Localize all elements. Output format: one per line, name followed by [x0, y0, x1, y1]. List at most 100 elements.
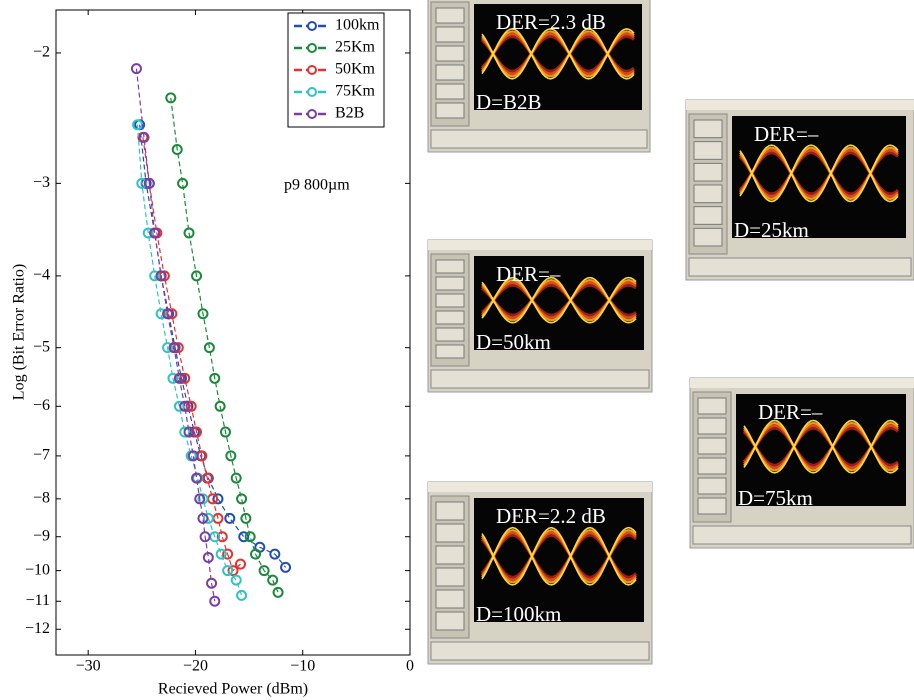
legend-marker: [307, 21, 317, 31]
data-point: [149, 270, 161, 282]
legend-label: 50Km: [335, 61, 376, 78]
inset-button: [435, 7, 465, 24]
series-line: [170, 97, 279, 593]
y-axis-label: Log (Bit Error Ratio): [11, 264, 28, 400]
inset-button: [693, 162, 723, 182]
inset-button: [435, 310, 465, 325]
x-tick-label: −20: [183, 658, 208, 675]
inset-button: [435, 26, 465, 43]
data-point: [167, 372, 179, 384]
inset-button: [435, 276, 465, 291]
x-tick-label: 0: [406, 658, 414, 675]
data-point: [230, 574, 242, 586]
inset-distance: D=50km: [476, 330, 551, 354]
eye-inset: DER=– D=25km: [685, 99, 914, 281]
eye-trace: [739, 144, 899, 203]
data-point: [209, 372, 221, 384]
data-point: [191, 426, 203, 438]
data-point: [235, 558, 247, 570]
inset-button: [693, 184, 723, 204]
data-point: [222, 565, 234, 577]
data-point: [165, 92, 177, 104]
inset-screen: [474, 4, 642, 110]
data-point: [216, 531, 228, 543]
data-point: [222, 548, 234, 560]
data-point: [187, 450, 199, 462]
data-point: [155, 308, 167, 320]
inset-distance: D=B2B: [476, 90, 542, 114]
legend-label: 75Km: [335, 83, 376, 100]
y-tick-label: −7: [33, 447, 50, 464]
data-point: [203, 342, 215, 354]
inset-button: [435, 501, 465, 521]
inset-der: DER=2.3 dB: [496, 10, 606, 34]
data-point: [215, 548, 227, 560]
inset-button: [697, 457, 727, 475]
y-tick-label: −2: [33, 44, 50, 61]
eye-inset: DER=– D=75km: [689, 377, 914, 549]
data-point: [197, 308, 209, 320]
y-tick-label: −6: [33, 397, 50, 414]
y-tick-label: −5: [33, 338, 50, 355]
eye-trace: [481, 526, 637, 586]
data-point: [179, 372, 191, 384]
data-point: [162, 308, 174, 320]
inset-button: [693, 227, 723, 247]
inset-menubar: [428, 482, 652, 492]
x-tick-label: −30: [76, 658, 101, 675]
data-point: [280, 561, 292, 573]
inset-screen: [474, 498, 644, 622]
y-tick-label: −4: [33, 267, 50, 284]
legend-label: 25Km: [335, 39, 376, 56]
data-point: [177, 177, 189, 189]
inset-screen: [474, 256, 644, 350]
data-point: [199, 531, 211, 543]
data-point: [244, 531, 256, 543]
data-point: [224, 512, 236, 524]
inset-der: DER=–: [754, 122, 819, 146]
eye-trace: [739, 144, 899, 203]
legend-box: [287, 12, 385, 128]
inset-button: [693, 119, 723, 139]
data-point: [142, 227, 154, 239]
data-point: [206, 577, 218, 589]
data-point: [130, 63, 142, 75]
data-point: [183, 227, 195, 239]
data-point: [240, 512, 252, 524]
data-point: [162, 342, 174, 354]
legend-marker: [307, 43, 317, 53]
inset-button: [435, 545, 465, 565]
inset-button: [435, 64, 465, 81]
y-tick-label: −11: [26, 592, 50, 609]
data-point: [185, 400, 197, 412]
inset-button: [435, 567, 465, 587]
eye-trace: [481, 526, 637, 586]
inset-der: DER=–: [496, 262, 561, 286]
eye-inset: DER=2.3 dB D=B2B: [427, 0, 651, 153]
inset-menubar: [686, 100, 914, 110]
data-point: [179, 400, 191, 412]
inset-button: [435, 327, 465, 342]
data-point: [138, 131, 150, 143]
data-point: [227, 565, 239, 577]
data-point: [191, 270, 203, 282]
inset-screen: [732, 116, 906, 238]
inset-button: [697, 437, 727, 455]
data-point: [236, 493, 248, 505]
data-point: [179, 426, 191, 438]
legend-label: 100km: [335, 17, 380, 34]
data-point: [183, 426, 195, 438]
inset-statusbar: [430, 641, 650, 661]
eye-trace: [481, 28, 635, 80]
inset-statusbar: [688, 257, 912, 277]
data-point: [214, 400, 226, 412]
data-point: [202, 512, 214, 524]
inset-button: [435, 102, 465, 119]
inset-screen: [736, 394, 906, 506]
data-point: [258, 565, 270, 577]
y-tick-label: −9: [33, 527, 50, 544]
data-point: [202, 551, 214, 563]
inset-button: [435, 45, 465, 62]
